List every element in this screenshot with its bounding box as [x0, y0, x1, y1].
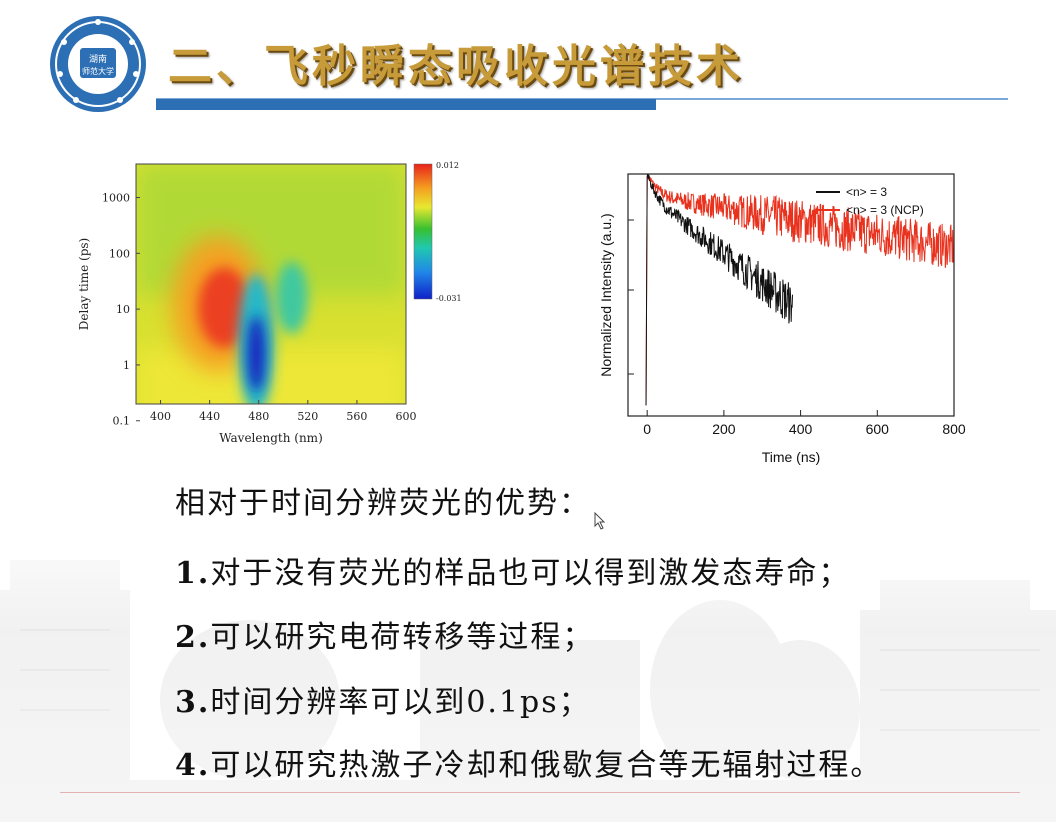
- mouse-pointer-icon: [594, 512, 606, 530]
- advantage-number: 2.: [175, 620, 211, 655]
- heatmap-colorbar: [413, 163, 433, 300]
- legend-label: <n> = 3: [846, 185, 887, 199]
- advantage-text: 对于没有荧光的样品也可以得到激发态寿命；: [210, 556, 851, 591]
- advantage-text: 可以研究电荷转移等过程；: [210, 620, 595, 655]
- heatmap-feature: [275, 261, 308, 334]
- heatmap-x-tick-label: 560: [346, 410, 367, 423]
- advantage-number: 3.: [175, 685, 211, 720]
- heatmap-feature: [198, 267, 251, 348]
- heatmap-x-tick-label: 480: [248, 410, 269, 423]
- slide-title: 二、飞秒瞬态吸收光谱技术: [168, 41, 744, 92]
- colorbar-max-label: 0.012: [436, 161, 459, 170]
- background-fade: [0, 500, 1056, 822]
- heatmap-x-axis-label: Wavelength (nm): [219, 431, 323, 445]
- heatmap-y-tick-label: 1000: [102, 191, 130, 204]
- advantage-item: 2.可以研究电荷转移等过程；: [175, 612, 594, 656]
- footer-divider: [60, 792, 1020, 793]
- logo-text-2: 师范大学: [82, 66, 114, 76]
- advantages-heading: 相对于时间分辨荧光的优势：: [175, 486, 591, 521]
- advantage-item: 1.对于没有荧光的样品也可以得到激发态寿命；: [175, 548, 850, 592]
- university-seal-icon: 湖南 师范大学: [50, 16, 146, 112]
- heatmap-x-tick-label: 600: [396, 410, 417, 423]
- heatmap-y-tick-label: 1: [123, 359, 130, 372]
- advantage-item: 4.可以研究热激子冷却和俄歇复合等无辐射过程。: [175, 740, 882, 784]
- heatmap-x-tick-label: 440: [199, 410, 220, 423]
- decay-series-line: [645, 174, 954, 406]
- logo-text-1: 湖南: [89, 53, 107, 65]
- advantage-text: 可以研究热激子冷却和俄歇复合等无辐射过程。: [210, 748, 883, 783]
- decay-x-tick-label: 0: [643, 421, 651, 437]
- fluorescence-decay-chart: 0 200 400 600 800 Time (ns) Normalized Inten…: [598, 173, 966, 465]
- title-divider-thick: [156, 99, 656, 110]
- decay-y-axis-label: Normalized Intensity (a.u.): [598, 213, 614, 376]
- advantage-number: 4.: [175, 748, 211, 783]
- heatmap-x-tick-label: 520: [297, 410, 318, 423]
- decay-x-tick-label: 800: [942, 421, 966, 437]
- decay-x-tick-label: 400: [789, 421, 813, 437]
- decay-x-tick-label: 600: [866, 421, 890, 437]
- heatmap-y-tick-label: 10: [116, 303, 130, 316]
- advantage-item: 3.时间分辨率可以到0.1ps；: [175, 677, 591, 721]
- heatmap-y-axis-label: Delay time (ps): [77, 238, 91, 330]
- colorbar-min-label: -0.031: [436, 294, 462, 303]
- legend-label: <n> = 3 (NCP): [846, 203, 924, 217]
- decay-x-axis-label: Time (ns): [762, 449, 821, 465]
- heatmap-x-tick-label: 400: [150, 410, 171, 423]
- decay-series-line: [645, 174, 793, 406]
- advantage-number: 1.: [175, 556, 211, 591]
- decay-x-tick-label: 200: [712, 421, 736, 437]
- transient-absorption-heatmap: 400 440 480 520 560 600 0.1 1 10 100 1000 Wavelen…: [77, 161, 462, 445]
- advantage-text: 时间分辨率可以到0.1ps；: [210, 685, 591, 720]
- heatmap-feature: [247, 315, 266, 392]
- heatmap-y-tick-label: 100: [109, 247, 130, 260]
- heatmap-y-tick-label: 0.1: [113, 415, 131, 428]
